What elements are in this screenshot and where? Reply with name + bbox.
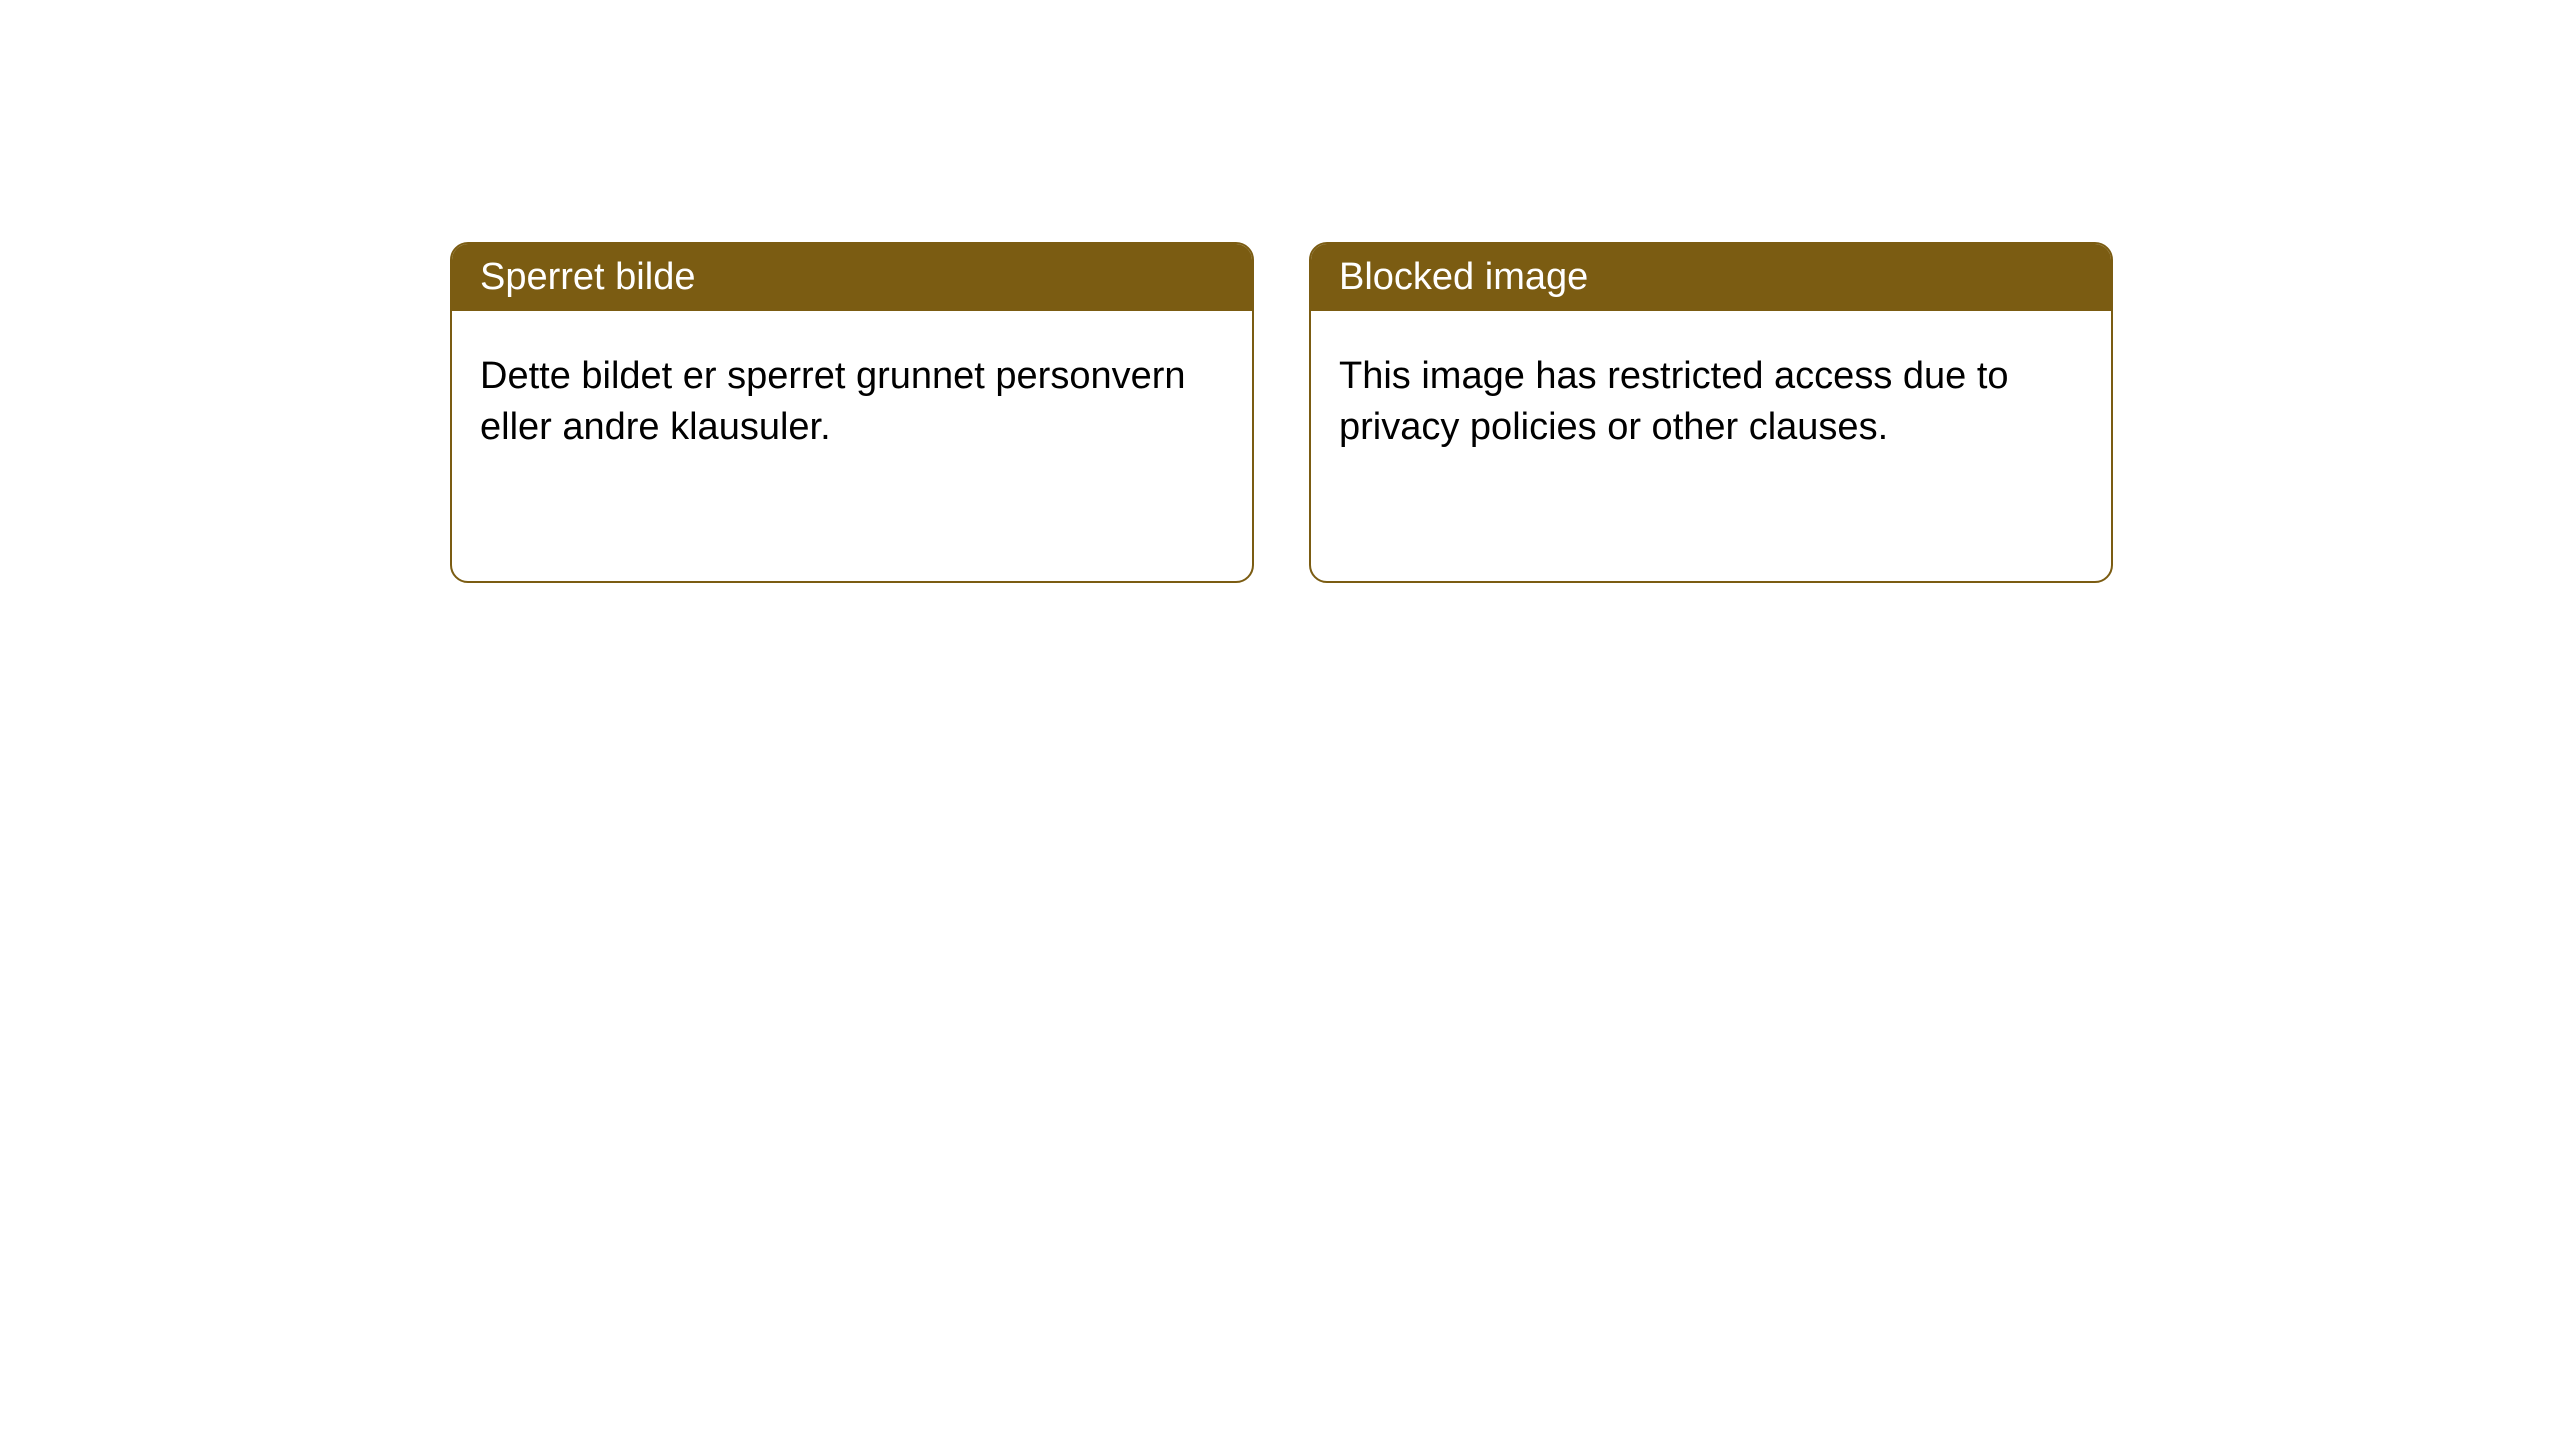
notice-container: Sperret bilde Dette bildet er sperret gr… xyxy=(0,0,2560,583)
notice-card-norwegian: Sperret bilde Dette bildet er sperret gr… xyxy=(450,242,1254,583)
notice-card-title: Sperret bilde xyxy=(452,244,1252,311)
notice-card-title: Blocked image xyxy=(1311,244,2111,311)
notice-card-english: Blocked image This image has restricted … xyxy=(1309,242,2113,583)
notice-card-body: This image has restricted access due to … xyxy=(1311,311,2111,581)
notice-card-body: Dette bildet er sperret grunnet personve… xyxy=(452,311,1252,581)
